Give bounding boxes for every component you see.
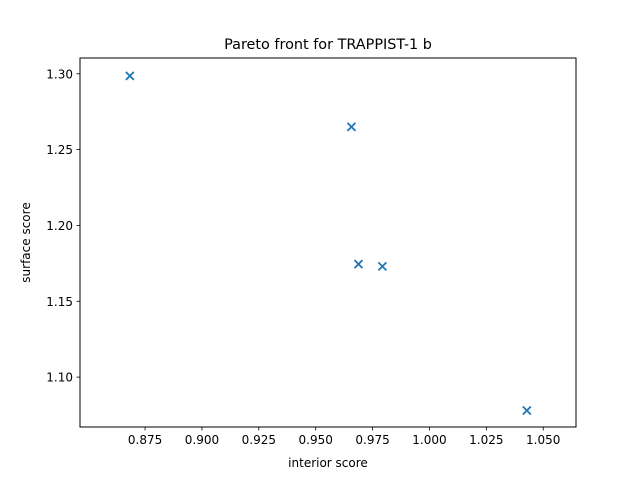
data-point [346, 122, 357, 132]
x-axis-label: interior score [288, 456, 368, 470]
y-tick-label: 1.20 [46, 219, 73, 233]
data-point [377, 261, 388, 272]
y-tick-label: 1.15 [46, 295, 73, 309]
data-point [353, 259, 364, 269]
data-point [125, 71, 135, 81]
x-tick-label: 0.975 [355, 433, 389, 447]
axes-frame [79, 57, 577, 428]
y-axis-label: surface score [19, 202, 33, 282]
x-tick-label: 0.950 [299, 433, 333, 447]
x-tick-label: 0.900 [185, 433, 219, 447]
x-tick-label: 1.000 [412, 433, 446, 447]
x-tick-label: 0.875 [128, 433, 162, 447]
y-tick-label: 1.30 [46, 67, 73, 81]
chart-title: Pareto front for TRAPPIST-1 b [224, 37, 432, 53]
y-tick-label: 1.10 [46, 371, 73, 385]
x-tick-label: 1.050 [526, 433, 560, 447]
x-tick-label: 1.025 [469, 433, 503, 447]
x-tick-label: 0.925 [242, 433, 276, 447]
data-point [522, 405, 532, 416]
y-tick-label: 1.25 [46, 143, 73, 157]
